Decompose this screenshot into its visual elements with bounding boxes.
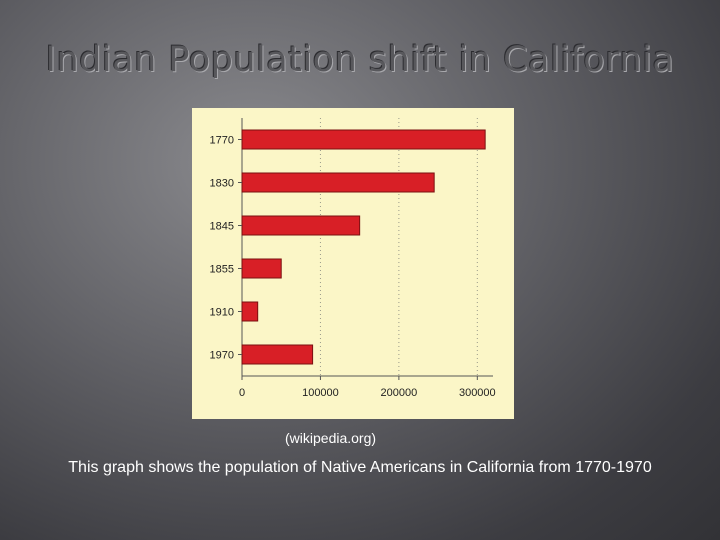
bar-1830 [241, 172, 435, 193]
slide-title: Indian Population shift in California [45, 40, 675, 80]
x-tick-label-0: 0 [239, 387, 245, 399]
y-tick-label-1910: 1910 [210, 307, 234, 319]
y-tick-label-1855: 1855 [210, 264, 234, 276]
x-tick-label-300000: 300000 [459, 387, 496, 399]
y-tick-label-1845: 1845 [210, 221, 234, 233]
bar-1910 [241, 301, 259, 322]
population-bar-chart: 1770 1830 1845 1855 1910 1970 0 100000 200000 300… [192, 108, 514, 419]
bar-1845 [241, 215, 361, 236]
x-tick-label-200000: 200000 [381, 387, 418, 399]
y-tick-label-1830: 1830 [210, 178, 234, 190]
source-label: (wikipedia.org) [285, 430, 377, 446]
bar-1855 [241, 258, 282, 279]
chart-caption: This graph shows the population of Nativ… [68, 459, 652, 476]
chart-canvas: 1770 1830 1845 1855 1910 1970 0 100000 200000 300… [210, 118, 496, 399]
bar-1770 [241, 129, 486, 150]
y-tick-label-1770: 1770 [210, 135, 234, 147]
bar-1970 [241, 344, 314, 365]
x-tick-label-100000: 100000 [302, 387, 339, 399]
y-tick-label-1970: 1970 [210, 350, 234, 362]
